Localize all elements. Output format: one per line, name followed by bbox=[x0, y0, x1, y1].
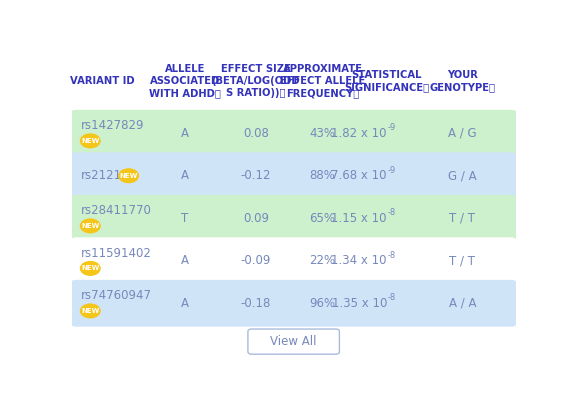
Text: rs74760947: rs74760947 bbox=[80, 289, 151, 302]
Text: T / T: T / T bbox=[449, 212, 476, 225]
Text: 88%: 88% bbox=[309, 169, 335, 182]
Text: G / A: G / A bbox=[448, 169, 477, 182]
Text: NEW: NEW bbox=[81, 138, 100, 144]
Circle shape bbox=[80, 134, 100, 148]
Text: A / A: A / A bbox=[449, 297, 476, 310]
Text: -8: -8 bbox=[387, 293, 395, 302]
Text: View All: View All bbox=[270, 335, 317, 348]
FancyBboxPatch shape bbox=[248, 329, 339, 354]
Text: NEW: NEW bbox=[81, 266, 100, 271]
Text: -0.12: -0.12 bbox=[241, 169, 271, 182]
Circle shape bbox=[80, 262, 100, 275]
Text: T / T: T / T bbox=[449, 254, 476, 267]
Text: 0.09: 0.09 bbox=[243, 212, 269, 225]
Text: rs28411770: rs28411770 bbox=[80, 204, 151, 217]
Text: APPROXIMATE
EFFECT ALLELE
FREQUENCYⓘ: APPROXIMATE EFFECT ALLELE FREQUENCYⓘ bbox=[280, 64, 365, 98]
Text: rs212178: rs212178 bbox=[80, 169, 136, 182]
Text: -9: -9 bbox=[387, 123, 395, 132]
Text: -0.18: -0.18 bbox=[241, 297, 271, 310]
Text: NEW: NEW bbox=[81, 223, 100, 229]
Text: -0.09: -0.09 bbox=[241, 254, 271, 267]
Text: YOUR
GENOTYPEⓘ: YOUR GENOTYPEⓘ bbox=[429, 70, 496, 92]
FancyBboxPatch shape bbox=[70, 195, 517, 242]
Text: NEW: NEW bbox=[119, 173, 138, 179]
Circle shape bbox=[119, 169, 139, 183]
Circle shape bbox=[80, 304, 100, 318]
Text: A: A bbox=[181, 297, 189, 310]
Text: rs1427829: rs1427829 bbox=[80, 119, 144, 132]
Text: -8: -8 bbox=[387, 208, 395, 217]
Text: A: A bbox=[181, 254, 189, 267]
Text: VARIANT ID: VARIANT ID bbox=[70, 76, 135, 86]
Text: 96%: 96% bbox=[309, 297, 336, 310]
Text: -8: -8 bbox=[387, 251, 395, 260]
Text: STATISTICAL
SIGNIFICANCEⓘ: STATISTICAL SIGNIFICANCEⓘ bbox=[344, 70, 430, 92]
Text: 1.15 x 10: 1.15 x 10 bbox=[331, 212, 387, 225]
Text: A / G: A / G bbox=[448, 127, 477, 140]
Text: rs11591402: rs11591402 bbox=[80, 247, 151, 260]
Circle shape bbox=[80, 219, 100, 233]
FancyBboxPatch shape bbox=[70, 110, 517, 157]
Text: 7.68 x 10: 7.68 x 10 bbox=[331, 169, 387, 182]
Text: 43%: 43% bbox=[309, 127, 336, 140]
Text: -9: -9 bbox=[387, 166, 395, 174]
Text: 1.35 x 10: 1.35 x 10 bbox=[332, 297, 387, 310]
Text: 1.82 x 10: 1.82 x 10 bbox=[331, 127, 387, 140]
Text: A: A bbox=[181, 127, 189, 140]
Text: T: T bbox=[181, 212, 189, 225]
Text: 0.08: 0.08 bbox=[243, 127, 269, 140]
FancyBboxPatch shape bbox=[70, 152, 517, 199]
FancyBboxPatch shape bbox=[70, 280, 517, 327]
Text: A: A bbox=[181, 169, 189, 182]
Text: 1.34 x 10: 1.34 x 10 bbox=[331, 254, 387, 267]
Text: 65%: 65% bbox=[309, 212, 336, 225]
Text: ALLELE
ASSOCIATED
WITH ADHDⓘ: ALLELE ASSOCIATED WITH ADHDⓘ bbox=[149, 64, 221, 98]
Text: NEW: NEW bbox=[81, 308, 100, 314]
Text: EFFECT SIZE
(BETA/LOG(ODD
S RATIO))ⓘ: EFFECT SIZE (BETA/LOG(ODD S RATIO))ⓘ bbox=[211, 64, 300, 98]
Text: 22%: 22% bbox=[309, 254, 336, 267]
FancyBboxPatch shape bbox=[70, 237, 517, 284]
